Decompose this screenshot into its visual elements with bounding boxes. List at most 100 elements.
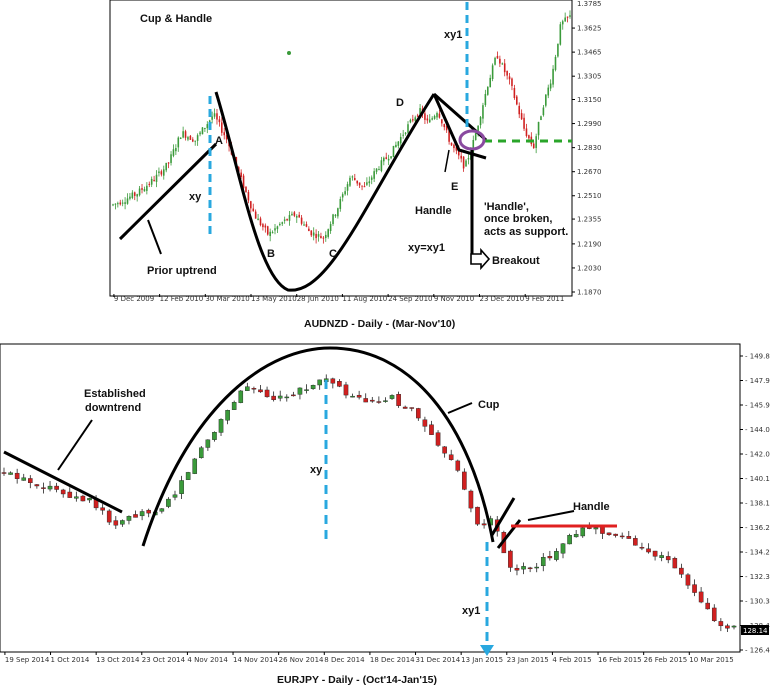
- cup-curve: [214, 91, 436, 292]
- top-x-axis: 9 Dec 2009 12 Feb 2010 30 Mar 2010 13 May 2…: [113, 294, 564, 303]
- candle: [731, 625, 737, 630]
- x-tick-label: 13 Oct 2014: [96, 656, 140, 664]
- candle: [112, 203, 114, 207]
- candle: [159, 508, 165, 514]
- candle: [281, 221, 284, 226]
- candle: [126, 193, 129, 205]
- handle-note-line-2: once broken,: [484, 213, 552, 225]
- candle: [192, 457, 198, 475]
- candle: [385, 152, 388, 160]
- candle: [312, 227, 315, 241]
- candle: [438, 109, 441, 119]
- candle: [646, 543, 651, 554]
- candle: [537, 121, 540, 140]
- candle: [494, 56, 496, 66]
- candle: [429, 420, 434, 435]
- candle: [138, 186, 141, 197]
- prior-uptrend-line: [118, 142, 218, 241]
- candle: [14, 468, 20, 484]
- candle: [351, 175, 354, 181]
- y-tick-label: 1.3150: [577, 96, 602, 104]
- candle: [204, 127, 206, 132]
- candle: [659, 551, 664, 562]
- y-tick-label: - 134.25: [745, 549, 770, 557]
- candle: [172, 144, 175, 158]
- candle: [489, 74, 492, 88]
- candle: [692, 579, 697, 597]
- candle: [350, 393, 355, 398]
- y-tick-label: - 144.00: [745, 426, 770, 434]
- candle: [279, 222, 281, 227]
- xy1-label-bottom: xy1: [462, 605, 480, 617]
- candle: [177, 136, 180, 152]
- y-tick-label: 1.2670: [577, 168, 602, 176]
- candle: [442, 446, 447, 458]
- candle: [258, 385, 263, 393]
- candle: [633, 535, 638, 546]
- candle: [80, 494, 86, 502]
- candle: [334, 213, 337, 218]
- candle: [501, 62, 504, 65]
- candle: [277, 390, 283, 402]
- candle: [433, 114, 436, 120]
- candle: [516, 94, 518, 106]
- candle: [409, 118, 412, 124]
- candle: [179, 475, 184, 500]
- candle: [549, 79, 552, 92]
- cup-pointer: [447, 402, 473, 414]
- candle: [560, 543, 566, 559]
- handle-note-line-3: acts as support.: [484, 226, 568, 238]
- candle: [402, 129, 404, 139]
- x-tick-label: 31 Dec 2014: [416, 656, 461, 664]
- candle: [223, 128, 226, 140]
- candle: [126, 515, 132, 525]
- top-y-axis: 1.3625 1.3465 1.3305 1.3150 1.2990 1.2830 1.26…: [572, 0, 602, 297]
- candle: [213, 108, 216, 119]
- x-tick-label: 8 Dec 2014: [324, 656, 365, 664]
- prior-uptrend-label: Prior uptrend: [147, 265, 217, 277]
- candle: [218, 418, 224, 436]
- y-tick-label: 1.1870: [577, 289, 602, 297]
- candle: [320, 232, 322, 239]
- established-label-1: Established: [84, 388, 146, 400]
- candle: [124, 197, 126, 210]
- candle: [216, 109, 218, 125]
- y-tick-label: 1.2355: [577, 216, 602, 224]
- candle: [121, 199, 124, 207]
- candle: [514, 564, 520, 576]
- candle: [218, 115, 221, 127]
- candle: [547, 84, 550, 99]
- candle: [416, 113, 419, 118]
- candle: [295, 214, 298, 223]
- candle: [225, 409, 230, 425]
- candle: [561, 19, 564, 30]
- candle: [284, 394, 290, 402]
- candle: [211, 111, 213, 124]
- candle: [303, 221, 305, 226]
- candle: [542, 104, 545, 117]
- candle: [170, 151, 172, 166]
- candle: [349, 175, 351, 187]
- x-tick-label: 26 Nov 2014: [279, 656, 324, 664]
- candle: [376, 396, 382, 404]
- candle: [436, 111, 438, 121]
- candle: [356, 390, 362, 400]
- candle: [520, 109, 523, 120]
- candle: [187, 135, 189, 142]
- x-tick-label: 12 Feb 2010: [160, 295, 204, 303]
- candle: [523, 113, 525, 132]
- top-chart-caption: AUDNZD - Daily - (Mar-Nov'10): [304, 318, 455, 330]
- candle: [652, 550, 658, 561]
- candle: [34, 484, 40, 489]
- candle: [725, 623, 730, 632]
- handle-note-line-1: 'Handle',: [484, 201, 529, 213]
- candle: [511, 77, 513, 91]
- y-tick-label: - 132.30: [745, 573, 770, 581]
- candle: [496, 51, 499, 59]
- candle: [133, 510, 138, 518]
- handle-label: Handle: [415, 205, 452, 217]
- candle: [521, 562, 526, 575]
- candle: [252, 203, 255, 212]
- candle: [503, 59, 506, 77]
- candle: [131, 190, 134, 200]
